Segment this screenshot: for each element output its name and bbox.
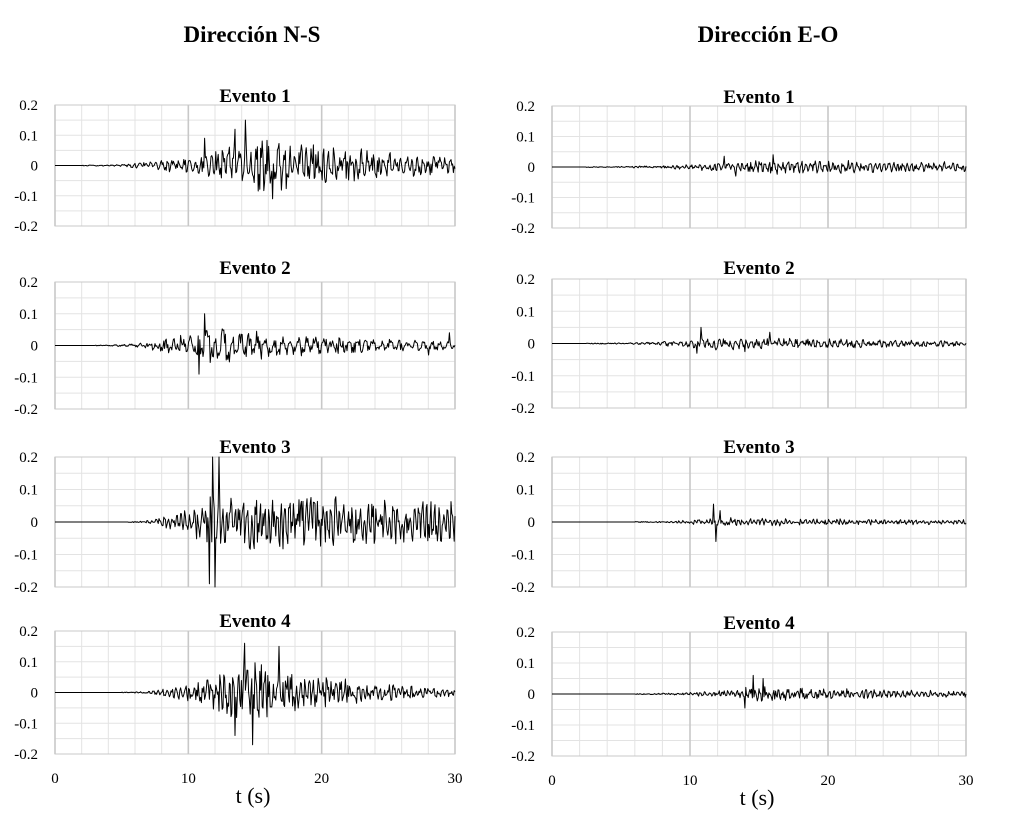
y-tick-label: 0	[528, 515, 536, 531]
y-tick-label: -0.1	[14, 189, 38, 205]
y-tick-label: 0	[528, 687, 536, 703]
y-tick-label: 0.2	[516, 272, 535, 288]
y-tick-label: 0.1	[516, 483, 535, 499]
panel-3: Evento 3 0.2 0.1 0 -0.1 -0.2	[14, 437, 456, 596]
panel-5: Evento 1 0.2 0.1 0 -0.1 -0.2	[511, 87, 967, 237]
panel-title: Evento 4	[723, 613, 795, 634]
panels-group: Evento 1 0.2 0.1 0 -0.1 -0.2 Evento 2 0.2 0.1 0 -0…	[14, 86, 973, 810]
y-tick-label: -0.2	[511, 580, 535, 596]
y-tick-label: -0.2	[14, 747, 38, 763]
y-tick-label: 0	[31, 515, 39, 531]
y-tick-label: -0.1	[511, 548, 535, 564]
x-tick-label: 0	[548, 773, 556, 789]
x-tick-label: 20	[821, 773, 836, 789]
panel-title: Evento 3	[723, 437, 794, 458]
acceleration-trace	[552, 154, 967, 177]
y-tick-label: 0.1	[19, 128, 38, 144]
acceleration-trace	[55, 456, 456, 588]
panel-title: Evento 1	[723, 87, 794, 108]
y-tick-label: -0.1	[14, 548, 38, 564]
acceleration-trace	[552, 326, 967, 354]
panel-1: Evento 1 0.2 0.1 0 -0.1 -0.2	[14, 86, 456, 235]
acceleration-trace	[552, 503, 967, 542]
column-title-eo: Dirección E-O	[698, 22, 839, 47]
y-tick-label: -0.2	[511, 749, 535, 765]
acceleration-trace	[55, 119, 456, 200]
y-tick-label: -0.1	[511, 718, 535, 734]
y-tick-label: 0	[31, 159, 39, 175]
y-tick-label: -0.1	[14, 716, 38, 732]
x-tick-label: 20	[314, 771, 329, 787]
x-axis-label: t (s)	[740, 785, 775, 810]
y-tick-label: -0.2	[511, 221, 535, 237]
panel-title: Evento 2	[723, 258, 794, 279]
y-tick-label: 0	[31, 339, 39, 355]
y-tick-label: -0.2	[14, 402, 38, 418]
y-tick-label: 0	[31, 686, 39, 702]
y-tick-label: 0.1	[19, 483, 38, 499]
y-tick-label: 0.1	[19, 655, 38, 671]
y-tick-label: -0.1	[511, 191, 535, 207]
panel-7: Evento 3 0.2 0.1 0 -0.1 -0.2	[511, 437, 967, 596]
panel-4: Evento 4 0.2 0.1 0 -0.1 -0.2 0 10 20 30 t (s)	[14, 611, 462, 808]
y-tick-label: 0.1	[516, 656, 535, 672]
x-tick-label: 10	[683, 773, 698, 789]
y-tick-label: 0	[528, 337, 536, 353]
panel-title: Evento 2	[219, 258, 290, 279]
y-tick-label: -0.1	[14, 370, 38, 386]
y-tick-label: 0.2	[19, 275, 38, 291]
y-tick-label: 0.2	[516, 99, 535, 115]
x-tick-label: 30	[959, 773, 974, 789]
y-tick-label: 0.2	[19, 624, 38, 640]
y-tick-label: 0	[528, 160, 536, 176]
panel-title: Evento 3	[219, 437, 290, 458]
panel-title: Evento 1	[219, 86, 290, 107]
y-tick-label: 0.2	[19, 98, 38, 114]
acceleration-trace	[55, 313, 456, 375]
column-title-ns: Dirección N-S	[184, 22, 321, 47]
y-tick-label: -0.1	[511, 369, 535, 385]
y-tick-label: 0.2	[516, 450, 535, 466]
y-tick-label: 0.2	[516, 625, 535, 641]
acceleration-trace	[55, 642, 456, 746]
panel-6: Evento 2 0.2 0.1 0 -0.1 -0.2	[511, 258, 967, 417]
y-tick-label: -0.2	[511, 401, 535, 417]
panel-2: Evento 2 0.2 0.1 0 -0.1 -0.2	[14, 258, 456, 418]
y-tick-label: -0.2	[14, 580, 38, 596]
y-tick-label: -0.2	[14, 219, 38, 235]
y-tick-label: 0.2	[19, 450, 38, 466]
x-tick-label: 30	[448, 771, 463, 787]
y-tick-label: 0.1	[19, 307, 38, 323]
x-axis-label: t (s)	[236, 783, 271, 808]
panel-title: Evento 4	[219, 611, 291, 632]
x-tick-label: 0	[51, 771, 59, 787]
x-tick-label: 10	[181, 771, 196, 787]
y-tick-label: 0.1	[516, 130, 535, 146]
panel-8: Evento 4 0.2 0.1 0 -0.1 -0.2 0 10 20 30 t (s)	[511, 613, 973, 810]
y-tick-label: 0.1	[516, 304, 535, 320]
acceleration-trace	[552, 674, 967, 709]
